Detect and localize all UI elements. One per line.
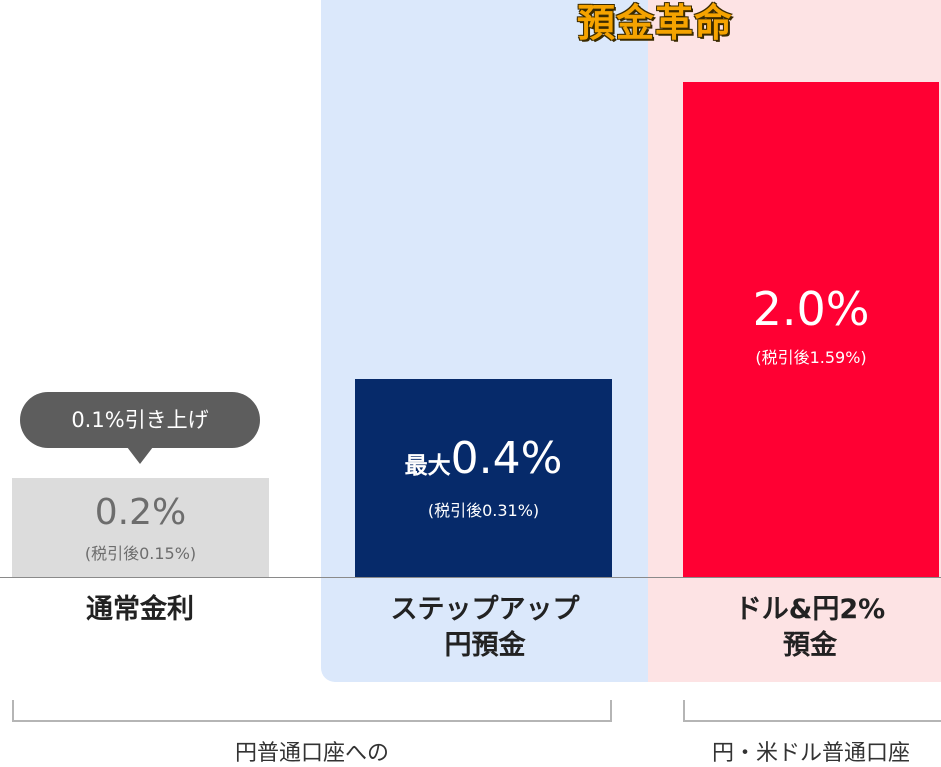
bar-normal-rate: 0.2% (税引後0.15%) <box>12 478 269 577</box>
bar-aftertax-label: (税引後1.59%) <box>755 348 867 367</box>
campaign-title: 預金革命 <box>576 1 733 45</box>
bar-value-label: 0.2% <box>94 492 187 533</box>
group-bracket-yen <box>12 700 612 722</box>
category-label-line: 円預金 <box>444 630 526 661</box>
rate-increase-callout: 0.1%引き上げ <box>20 392 260 448</box>
bar-aftertax-label: (税引後0.15%) <box>84 544 197 563</box>
bar-value-label: 2.0% <box>752 282 870 336</box>
category-label-line: ステップアップ <box>390 594 580 625</box>
bar-dollar-rate: 2.0% (税引後1.59%) <box>683 82 939 577</box>
bar-value-label: 最大0.4% <box>404 433 563 484</box>
category-label-line: 通常金利 <box>86 594 194 625</box>
bar-aftertax-label: (税引後0.31%) <box>427 501 540 520</box>
category-label-line: 預金 <box>783 630 837 661</box>
category-label-stepup: ステップアップ 円預金 <box>340 592 630 664</box>
group-label-dollar: 円・米ドル普通口座 <box>711 741 910 766</box>
baseline <box>0 577 941 578</box>
category-label-line: ドル&円2% <box>734 594 886 625</box>
group-label-yen: 円普通口座への <box>234 741 389 766</box>
group-bracket-dollar <box>683 700 941 722</box>
bar-stepup-rate: 最大0.4% (税引後0.31%) <box>355 379 612 577</box>
callout-arrow-icon <box>127 447 153 464</box>
category-label-dollar: ドル&円2% 預金 <box>665 592 941 664</box>
category-label-normal: 通常金利 <box>10 592 270 628</box>
